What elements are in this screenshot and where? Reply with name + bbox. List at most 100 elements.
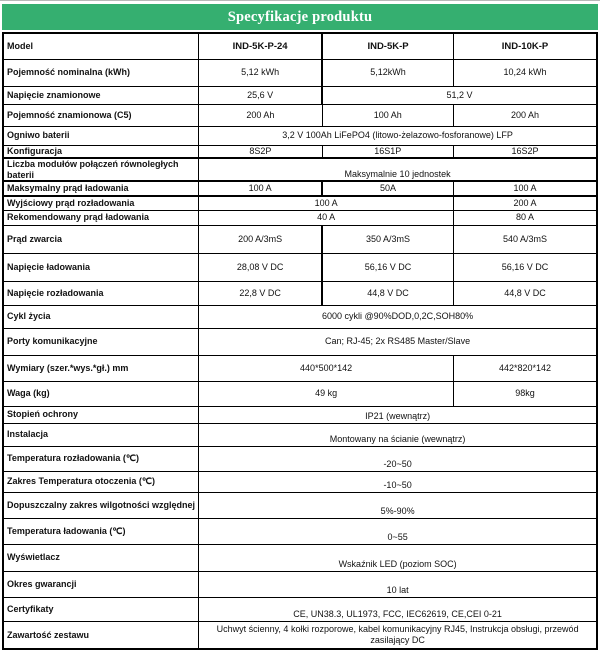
spec-value-cell: 200 Ah [453, 103, 598, 127]
table-row: Pojemność nominalna (kWh) 5,12 kWh 5,12kWh… [2, 58, 598, 87]
spec-row-label: Wyjściowy prąd rozładowania [2, 195, 200, 211]
spec-value-cell: 40 A [198, 209, 454, 226]
table-row: Prąd zwarcia 200 A/3mS 350 A/3mS 540 A/3mS [2, 224, 598, 254]
spec-row-label: Wymiary (szer.*wys.*gł.) mm [2, 354, 200, 382]
spec-row-label: Stopień ochrony [2, 405, 200, 424]
spec-value-cell: -10~50 [198, 470, 598, 493]
spec-value-cell: Maksymalnie 10 jednostek [198, 157, 598, 183]
spec-row-label: Temperatura ładowania (℃) [2, 517, 200, 545]
spec-value-cell: 100 Ah [321, 103, 455, 127]
table-row: Zakres Temperatura otoczenia (℃) -10~50 [2, 470, 598, 493]
spec-value-cell: 100 A [198, 180, 323, 198]
table-row: Wymiary (szer.*wys.*gł.) mm 440*500*142 44… [2, 354, 598, 382]
spec-value-cell: 49 kg [198, 380, 454, 407]
spec-value-cell: 16S1P [321, 144, 455, 159]
table-row: Temperatura ładowania (℃) 0~55 [2, 517, 598, 545]
spec-row-label: Rekomendowany prąd ładowania [2, 209, 200, 226]
spec-value-cell: 442*820*142 [453, 354, 598, 382]
table-row: Konfiguracja 8S2P 16S1P 16S2P [2, 144, 598, 159]
spec-row-label: Wyświetlacz [2, 543, 200, 572]
spec-value-cell: 3,2 V 100Ah LiFePO4 (litowo-żelazowo-fos… [198, 125, 598, 146]
table-row: Rekomendowany prąd ładowania 40 A 80 A [2, 209, 598, 226]
table-row: Napięcie ładowania 28,08 V DC 56,16 V DC 56… [2, 252, 598, 282]
spec-value-cell: 51,2 V [321, 85, 598, 105]
table-row: Wyświetlacz Wskaźnik LED (poziom SOC) [2, 543, 598, 572]
table-row: Napięcie rozładowania 22,8 V DC 44,8 V DC 4… [2, 280, 598, 306]
spec-row-label: Napięcie rozładowania [2, 280, 200, 306]
spec-row-label: Konfiguracja [2, 144, 200, 159]
spec-row-label: Instalacja [2, 422, 200, 447]
spec-row-label: Pojemność znamionowa (C5) [2, 103, 200, 127]
spec-value-cell: 100 A [453, 180, 598, 198]
spec-value-cell: 10,24 kWh [453, 58, 598, 87]
spec-value-cell: 8S2P [198, 144, 323, 159]
spec-row-label: Maksymalny prąd ładowania [2, 180, 200, 198]
table-row: Dopuszczalny zakres wilgotności względne… [2, 491, 598, 519]
spec-row-label: Temperatura rozładowania (℃) [2, 445, 200, 472]
spec-value-cell: 0~55 [198, 517, 598, 545]
spec-row-label: Liczba modułów połączeń równoległych bat… [2, 157, 200, 183]
spec-value-cell: 80 A [453, 209, 598, 226]
spec-value-cell: 50A [321, 180, 455, 198]
table-row: Temperatura rozładowania (℃) -20~50 [2, 445, 598, 472]
table-row: Maksymalny prąd ładowania 100 A 50A 100 A [2, 180, 598, 198]
spec-row-label: Okres gwarancji [2, 570, 200, 598]
table-row: Certyfikaty CE, UN38.3, UL1973, FCC, IEC6… [2, 596, 598, 622]
spec-row-label: Zakres Temperatura otoczenia (℃) [2, 470, 200, 493]
spec-value-cell: -20~50 [198, 445, 598, 472]
table-title-bar: Specyfikacje produktu [2, 4, 598, 30]
spec-value-cell: 350 A/3mS [321, 224, 455, 254]
table-row: Waga (kg) 49 kg 98kg [2, 380, 598, 407]
spec-row-label: Napięcie ładowania [2, 252, 200, 282]
spec-row-label: Model [2, 32, 200, 60]
spec-value-cell: 16S2P [453, 144, 598, 159]
spec-value-cell: 44,8 V DC [453, 280, 598, 306]
table-row: Liczba modułów połączeń równoległych bat… [2, 157, 598, 183]
spec-value-cell: CE, UN38.3, UL1973, FCC, IEC62619, CE,CE… [198, 596, 598, 622]
spec-row-label: Cykl życia [2, 304, 200, 329]
spec-row-label: Ogniwo baterii [2, 125, 200, 146]
spec-value-cell: Wskaźnik LED (poziom SOC) [198, 543, 598, 572]
spec-value-cell: 5,12 kWh [198, 58, 323, 87]
spec-row-label: Prąd zwarcia [2, 224, 200, 254]
spec-row-label: Pojemność nominalna (kWh) [2, 58, 200, 87]
spec-value-cell: 200 A/3mS [198, 224, 323, 254]
table-row: Model IND-5K-P-24 IND-5K-P IND-10K-P [2, 32, 598, 60]
spec-value-cell: 5%-90% [198, 491, 598, 519]
spec-value-cell: 200 A [453, 195, 598, 211]
table-row: Stopień ochrony IP21 (wewnątrz) [2, 405, 598, 424]
spec-value-cell: 10 lat [198, 570, 598, 598]
spec-value-cell: 56,16 V DC [453, 252, 598, 282]
table-row: Cykl życia 6000 cykli @90%DOD,0,2C,SOH80% [2, 304, 598, 329]
spec-row-label: Zawartość zestawu [2, 620, 200, 650]
page-title: Specyfikacje produktu [227, 8, 373, 25]
table-row: Zawartość zestawu Uchwyt ścienny, 4 kołki… [2, 620, 598, 650]
spec-value-cell: 44,8 V DC [321, 280, 455, 306]
table-row: Wyjściowy prąd rozładowania 100 A 200 A [2, 195, 598, 211]
spec-row-label: Dopuszczalny zakres wilgotności względne… [2, 491, 200, 519]
spec-value-cell: IND-10K-P [453, 32, 598, 60]
table-row: Napięcie znamionowe 25,6 V 51,2 V [2, 85, 598, 105]
spec-value-cell: 440*500*142 [198, 354, 454, 382]
spec-row-label: Certyfikaty [2, 596, 200, 622]
spec-value-cell: IND-5K-P-24 [198, 32, 323, 60]
spec-value-cell: 25,6 V [198, 85, 323, 105]
spec-value-cell: 56,16 V DC [321, 252, 455, 282]
spec-row-label: Waga (kg) [2, 380, 200, 407]
spec-value-cell: Montowany na ścianie (wewnątrz) [198, 422, 598, 447]
table-row: Okres gwarancji 10 lat [2, 570, 598, 598]
table-row: Ogniwo baterii 3,2 V 100Ah LiFePO4 (litow… [2, 125, 598, 146]
table-row: Pojemność znamionowa (C5) 200 Ah 100 Ah 200… [2, 103, 598, 127]
spec-value-cell: IP21 (wewnątrz) [198, 405, 598, 424]
table-row: Instalacja Montowany na ścianie (wewnątrz… [2, 422, 598, 447]
spec-value-cell: 28,08 V DC [198, 252, 323, 282]
spec-value-cell: Uchwyt ścienny, 4 kołki rozporowe, kabel… [198, 620, 598, 650]
spec-row-label: Porty komunikacyjne [2, 327, 200, 356]
spec-value-cell: 98kg [453, 380, 598, 407]
spec-value-cell: 22,8 V DC [198, 280, 323, 306]
spec-table-body: Model IND-5K-P-24 IND-5K-P IND-10K-P Pojemno… [2, 32, 598, 650]
spec-value-cell: 5,12kWh [321, 58, 455, 87]
spec-table: Model IND-5K-P-24 IND-5K-P IND-10K-P Pojemno… [2, 32, 598, 650]
table-row: Porty komunikacyjne Can; RJ-45; 2x RS485 … [2, 327, 598, 356]
